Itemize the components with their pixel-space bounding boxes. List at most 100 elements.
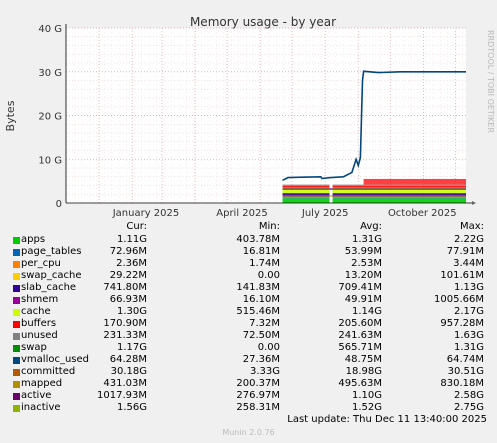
legend-value-cur: 72.96M [109,246,147,257]
legend-value-min: 276.97M [236,390,280,401]
legend-value-avg: 495.63M [338,378,382,389]
committed-line [282,70,466,182]
legend-value-avg: 1.14G [351,306,382,317]
legend-value-cur: 1.17G [116,342,147,353]
legend-value-min: 16.10M [242,294,280,305]
legend-swatch [13,309,20,316]
legend-value-min: 403.78M [236,234,280,245]
legend-row-page_tables: page_tables 72.96M 16.81M 53.99M 77.91M [0,246,497,258]
axes [65,24,476,205]
legend-value-cur: 2.36M [116,258,147,269]
legend-value-min: 72.50M [242,330,280,341]
legend-row-active: active 1017.93M 276.97M 1.10G 2.58G [0,390,497,402]
stack-band-6 [282,185,466,188]
legend-label: buffers [21,318,57,329]
legend-value-min: 16.81M [242,246,280,257]
swap-band [363,178,466,185]
legend-swatch [13,249,20,256]
legend-value-max: 77.91M [446,246,484,257]
legend-swatch [13,381,20,388]
legend-value-avg: 53.99M [344,246,382,257]
data-gap [329,150,333,203]
stack-band-7 [282,184,466,186]
legend-swatch [13,393,20,400]
legend-value-min: 3.33G [249,366,280,377]
legend-row-per_cpu: per_cpu 2.36M 1.74M 2.53M 3.44M [0,258,497,270]
legend-label: inactive [21,402,61,413]
legend-swatch [13,369,20,376]
y-tick-label: 40 G [38,24,62,35]
stacked-areas [282,150,466,203]
legend-value-max: 1.63G [453,330,484,341]
x-ticks: January 2025 April 2025 July 2025 October 2… [112,208,457,219]
x-tick-label: January 2025 [112,208,180,219]
legend-row-apps: apps 1.11G 403.78M 1.31G 2.22G [0,234,497,246]
legend-row-slab_cache: slab_cache 741.80M 141.83M 709.41M 1.13G [0,282,497,294]
grid [66,27,466,203]
y-tick-label: 30 G [38,68,62,79]
legend-value-avg: 565.71M [338,342,382,353]
legend-value-max: 830.18M [440,378,484,389]
y-tick-label: 10 G [38,155,62,166]
legend-swatch [13,285,20,292]
legend-swatch [13,297,20,304]
legend-value-max: 2.17G [453,306,484,317]
legend-value-cur: 29.22M [109,270,147,281]
legend-row-swap_cache: swap_cache 29.22M 0.00 13.20M 101.61M [0,270,497,282]
legend-label: slab_cache [21,282,77,293]
legend-label: active [21,390,52,401]
legend-value-avg: 2.53M [351,258,382,269]
legend-value-min: 0.00 [257,270,280,281]
legend-row-shmem: shmem 66.93M 16.10M 49.91M 1005.66M [0,294,497,306]
legend-label: swap_cache [21,270,82,281]
x-tick-label: October 2025 [388,208,457,219]
legend-header: Min: [258,221,280,232]
legend-value-avg: 18.98G [345,366,382,377]
legend-label: shmem [21,294,59,305]
legend-row-committed: committed 30.18G 3.33G 18.98G 30.51G [0,366,497,378]
legend-value-max: 1.31G [453,342,484,353]
y-tick-label: 0 [56,199,62,210]
legend-label: mapped [21,378,63,389]
legend-label: cache [21,306,51,317]
legend-value-avg: 48.75M [344,354,382,365]
legend-row-swap: swap 1.17G 0.00 565.71M 1.31G [0,342,497,354]
legend-value-min: 1.74M [249,258,280,269]
legend-value-cur: 1.11G [116,234,147,245]
legend-value-cur: 231.33M [103,330,147,341]
legend-swatch [13,273,20,280]
legend-value-max: 64.74M [446,354,484,365]
legend-value-cur: 30.18G [110,366,147,377]
x-tick-label: April 2025 [216,208,267,219]
legend-value-min: 141.83M [236,282,280,293]
legend-header: Cur: [126,221,147,232]
stack-band-2 [282,196,466,198]
munin-version: Munin 2.0.76 [222,428,275,437]
legend-value-max: 101.61M [440,270,484,281]
legend-value-avg: 1.10G [351,390,382,401]
legend-label: page_tables [21,246,82,257]
legend-value-max: 3.44M [453,258,484,269]
legend-header: Avg: [360,221,382,232]
stack-band-4 [282,192,466,194]
legend-value-max: 1.13G [453,282,484,293]
legend-row-mapped: mapped 431.03M 200.37M 495.63M 830.18M [0,378,497,390]
x-axis-arrow [472,201,476,205]
legend-value-cur: 741.80M [103,282,147,293]
legend-row-cache: cache 1.30G 515.46M 1.14G 2.17G [0,306,497,318]
legend-label: committed [21,366,76,377]
legend-row-buffers: buffers 170.90M 7.32M 205.60M 957.28M [0,318,497,330]
legend-value-min: 27.36M [242,354,280,365]
legend-value-avg: 49.91M [344,294,382,305]
legend-swatch [13,237,20,244]
y-tick-label: 20 G [38,112,62,123]
legend-value-avg: 709.41M [338,282,382,293]
legend-swatch [13,321,20,328]
legend-value-max: 1005.66M [434,294,484,305]
legend-value-cur: 1.56G [116,402,147,413]
legend-row-inactive: inactive 1.56G 258.31M 1.52G 2.75G [0,402,497,414]
legend-value-avg: 241.63M [338,330,382,341]
legend-row-unused: unused 231.33M 72.50M 241.63M 1.63G [0,330,497,342]
